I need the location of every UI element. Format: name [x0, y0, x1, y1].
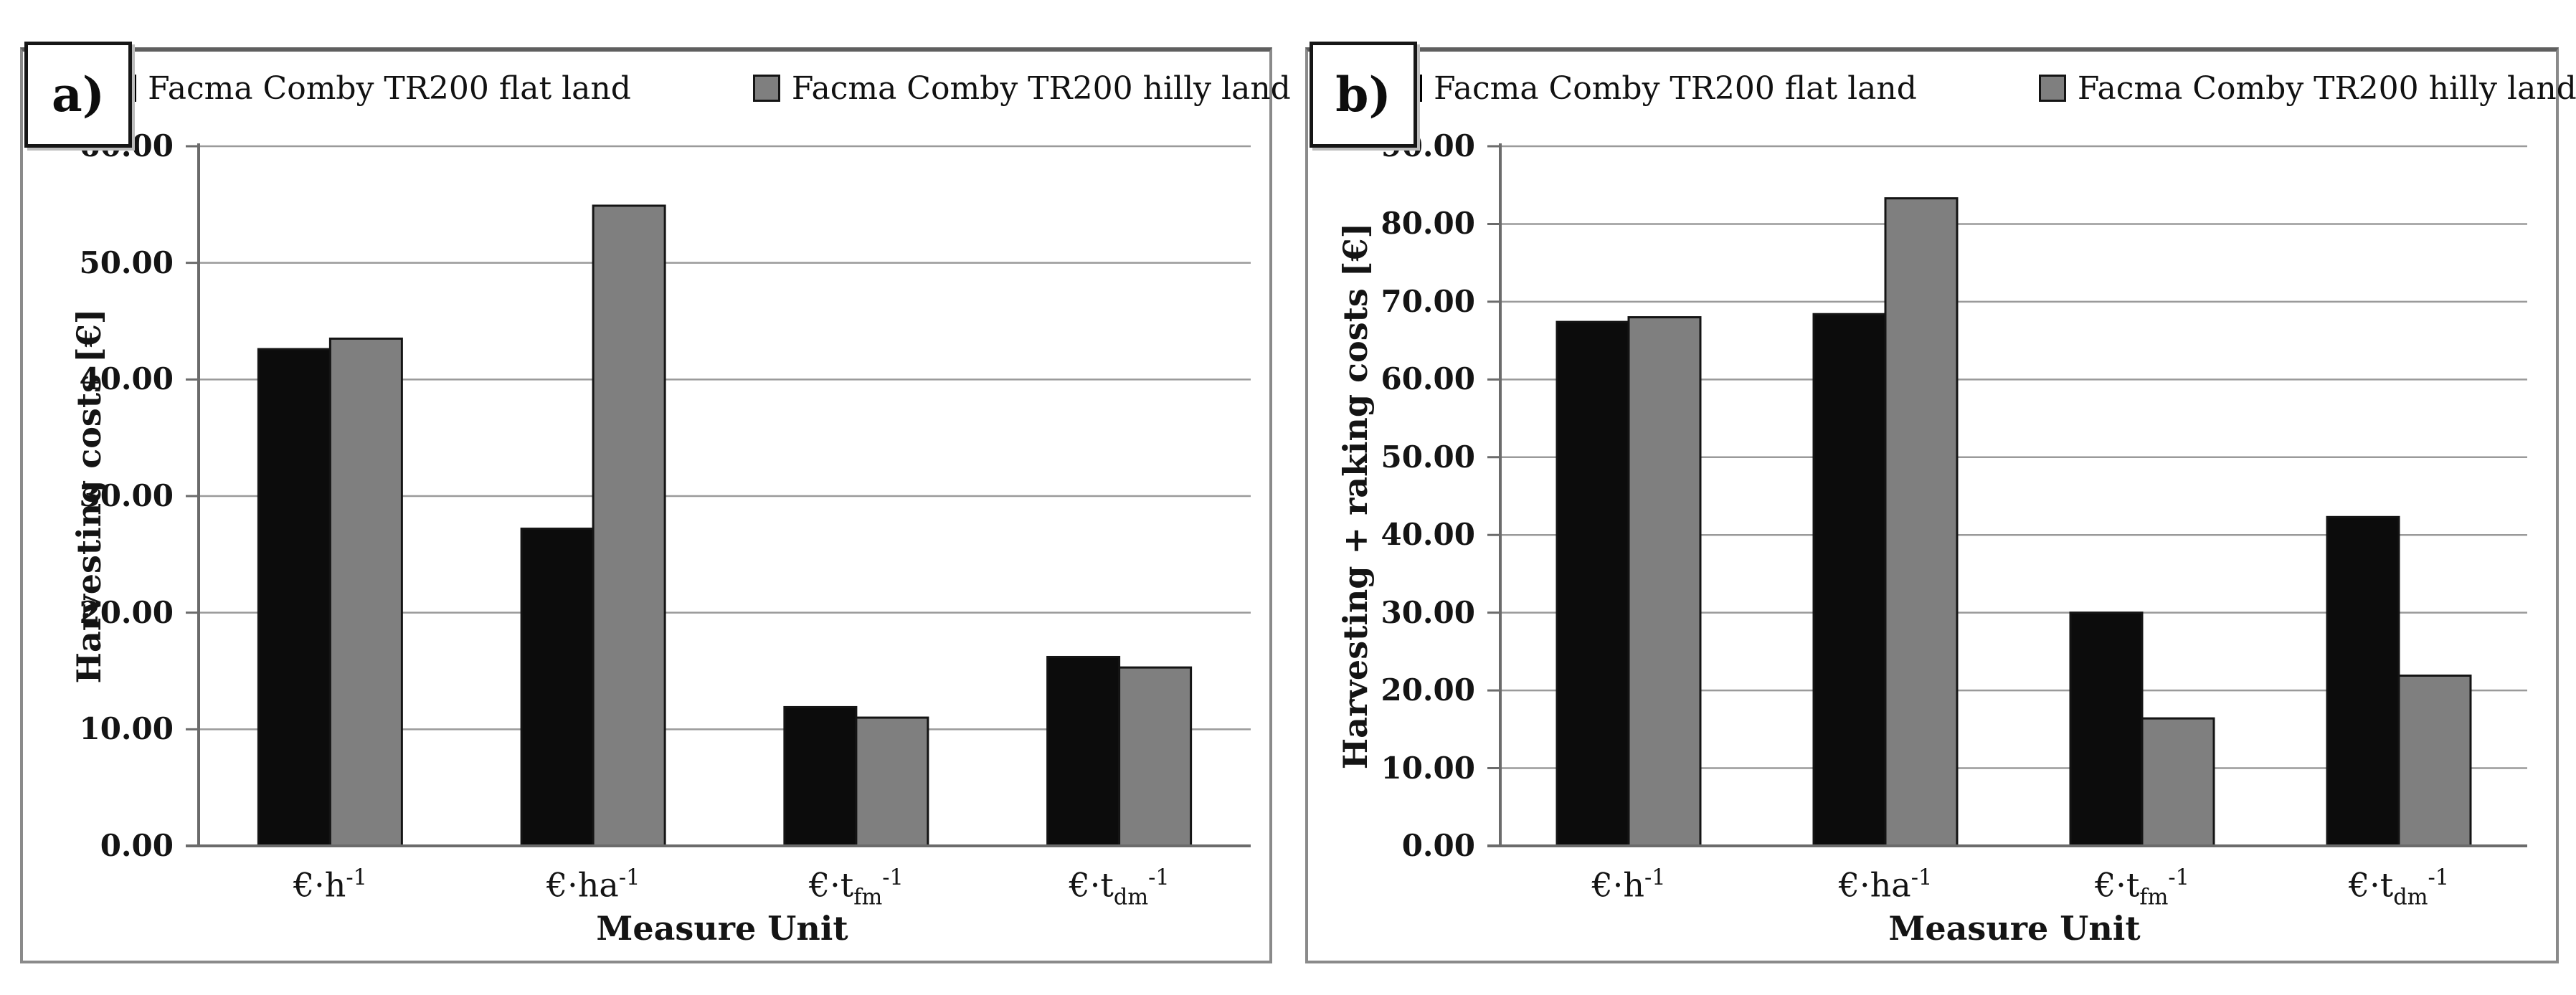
x-category-label: €·tdm-1 [1069, 865, 1170, 910]
panel-a-legend: Facma Comby TR200 flat land Facma Comby … [109, 63, 1291, 113]
x-category-label: €·ha-1 [546, 865, 640, 905]
bar-flat-land [2069, 611, 2144, 847]
x-category-label: €·tdm-1 [2348, 865, 2450, 910]
legend-item-hilly-land: Facma Comby TR200 hilly land [2038, 70, 2576, 107]
y-tick-label: 30.00 [1381, 594, 1475, 630]
bar-hilly-land [328, 337, 403, 847]
x-category-label: €·tfm-1 [808, 865, 904, 910]
y-tick-label: 60.00 [1381, 361, 1475, 397]
panel-a-x-axis-title: Measure Unit [596, 909, 848, 948]
x-category-label: €·ha-1 [1838, 865, 1933, 905]
y-tick-label: 20.00 [1381, 672, 1475, 708]
y-tick-label: 10.00 [79, 711, 174, 747]
y-tick-label: 40.00 [1381, 517, 1475, 553]
panel-a-label-box: a) [24, 42, 132, 148]
x-category-label: €·h-1 [293, 865, 367, 905]
legend-item-hilly-land: Facma Comby TR200 hilly land [752, 70, 1291, 107]
legend-label-flat: Facma Comby TR200 flat land [148, 70, 631, 107]
bar-flat-land [1046, 655, 1121, 847]
panel-a: a) Facma Comby TR200 flat land Facma Com… [20, 42, 1291, 963]
legend-swatch-hilly-icon [2038, 75, 2066, 102]
legend-item-flat-land: Facma Comby TR200 flat land [109, 70, 631, 107]
bar-flat-land [783, 705, 858, 847]
bar-flat-land [1555, 320, 1630, 847]
legend-item-flat-land: Facma Comby TR200 flat land [1395, 70, 1917, 107]
bar-flat-land [2326, 515, 2400, 847]
y-tick-label: 10.00 [1381, 750, 1475, 786]
panel-b-label-box: b) [1310, 42, 1417, 148]
y-tick-label: 0.00 [100, 828, 174, 863]
panel-b-plot-area: 0.00 10.00 20.00 30.00 40.00 50.00 60.00 70.00 8… [1308, 52, 2556, 961]
chart-canvas-0 [186, 143, 1251, 847]
bar-hilly-land [1627, 316, 1702, 847]
y-tick-label: 0.00 [1401, 828, 1475, 863]
panel-a-label: a) [52, 67, 105, 123]
panel-a-plot-area: 0.0010.0020.0030.0040.0050.0060.00€·h-1€… [23, 52, 1269, 961]
legend-swatch-hilly-icon [752, 75, 780, 102]
bar-hilly-land [855, 716, 929, 847]
panel-b-x-axis-title: Measure Unit [1888, 909, 2141, 948]
y-tick-label: 50.00 [1381, 439, 1475, 475]
bar-flat-land [520, 528, 595, 847]
legend-label-flat: Facma Comby TR200 flat land [1434, 70, 1917, 107]
bar-hilly-land [592, 204, 666, 847]
chart-canvas-1 [1487, 143, 2527, 847]
bar-hilly-land [1884, 197, 1959, 847]
bar-hilly-land [1118, 666, 1193, 847]
y-tick-label: 30.00 [79, 478, 174, 513]
panel-b-y-axis-title: Harvesting + raking costs [€] [1336, 222, 1375, 770]
bar-flat-land [257, 348, 331, 847]
panel-b: b) Facma Comby TR200 flat land Facma Com… [1305, 42, 2576, 963]
y-tick-label: 70.00 [1381, 283, 1475, 319]
y-tick-label: 20.00 [79, 594, 174, 630]
x-category-label: €·h-1 [1591, 865, 1666, 905]
panel-a-y-axis-title: Harvesting costs [€] [70, 308, 108, 684]
legend-label-hilly: Facma Comby TR200 hilly land [791, 70, 1291, 107]
legend-label-hilly: Facma Comby TR200 hilly land [2077, 70, 2576, 107]
y-tick-label: 50.00 [79, 244, 174, 280]
y-tick-label: 40.00 [79, 361, 174, 397]
bar-hilly-land [2397, 675, 2472, 847]
bar-flat-land [1812, 313, 1887, 847]
panel-b-legend: Facma Comby TR200 flat land Facma Comby … [1395, 63, 2576, 113]
panel-b-label: b) [1335, 67, 1391, 123]
y-tick-label: 80.00 [1381, 206, 1475, 242]
bar-hilly-land [2141, 717, 2215, 847]
x-category-label: €·tfm-1 [2095, 865, 2189, 910]
